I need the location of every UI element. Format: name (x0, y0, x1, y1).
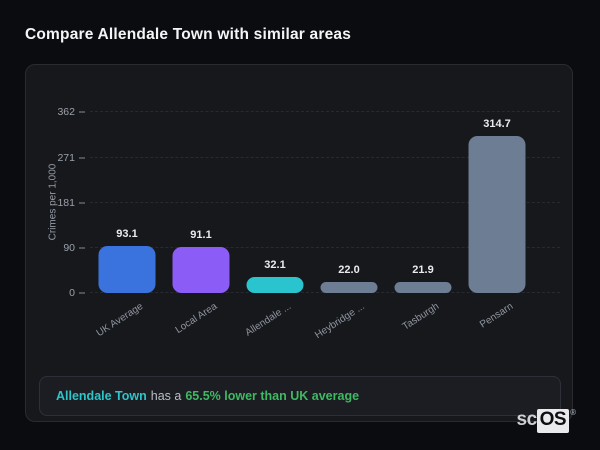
tick-mark (79, 156, 85, 159)
tick-mark (79, 201, 85, 204)
bar-value-label: 314.7 (483, 117, 511, 130)
bar-tasburgh[interactable] (394, 282, 452, 293)
bar-slot-tasburgh: 21.9 Tasburgh (386, 111, 460, 333)
bar-slot-heybridge: 22.0 Heybridge ... (312, 111, 386, 341)
tick-mark (79, 247, 85, 249)
bar-value-label: 32.1 (264, 258, 286, 271)
bar-uk-average[interactable] (98, 246, 156, 293)
x-category-label: Pensarn (477, 301, 515, 331)
logo-suffix: OS (536, 409, 570, 433)
tick-mark (79, 111, 85, 113)
page-title: Compare Allendale Town with similar area… (25, 26, 352, 43)
y-tick-label: 362 (57, 106, 85, 118)
bar-pensarn[interactable] (468, 135, 526, 293)
registered-mark-icon: ® (570, 408, 576, 417)
bar-heybridge[interactable] (320, 282, 378, 293)
y-tick-label: 181 (57, 197, 85, 209)
x-category-label: Tasburgh (400, 301, 441, 333)
bar-allendale[interactable] (246, 276, 304, 293)
bar-slot-pensarn: 314.7 Pensarn (460, 111, 534, 331)
scos-logo: sc OS ® (516, 408, 576, 433)
note-connector-text: has a (150, 389, 182, 403)
y-tick-label: 90 (63, 242, 85, 254)
bar-slot-uk-average: 93.1 UK Average (90, 111, 164, 339)
gridline (90, 201, 560, 203)
x-category-label: UK Average (94, 301, 145, 340)
chart-card: Crimes per 1,000 0 90 181 271 362 93.1 UK Aver… (25, 64, 573, 422)
insight-note: Allendale Town has a 65.5% lower than UK… (39, 376, 561, 416)
bar-slot-allendale: 32.1 Allendale ... (238, 111, 312, 339)
note-area-name: Allendale Town (56, 389, 147, 403)
bar-value-label: 21.9 (412, 264, 434, 277)
y-tick-label: 271 (57, 152, 85, 164)
bar-value-label: 91.1 (190, 229, 212, 242)
x-category-label: Local Area (173, 301, 219, 336)
gridline (90, 156, 560, 158)
bar-value-label: 93.1 (116, 228, 138, 241)
bar-series: 93.1 UK Average 91.1 Local Area 32.1 Allendal… (90, 111, 534, 341)
x-category-label: Allendale ... (243, 301, 293, 339)
note-highlight: 65.5% lower than UK average (185, 389, 360, 403)
gridline (90, 247, 560, 248)
plot-area: 0 90 181 271 362 93.1 UK Average 91.1 Local Area… (57, 106, 560, 341)
bar-value-label: 22.0 (338, 264, 360, 276)
x-category-label: Heybridge ... (313, 301, 367, 342)
tick-mark (79, 292, 85, 294)
y-tick-label: 0 (69, 287, 85, 299)
gridline (90, 111, 560, 112)
logo-prefix: sc (516, 409, 538, 430)
bar-local-area[interactable] (172, 247, 230, 293)
bar-slot-local-area: 91.1 Local Area (164, 111, 238, 336)
